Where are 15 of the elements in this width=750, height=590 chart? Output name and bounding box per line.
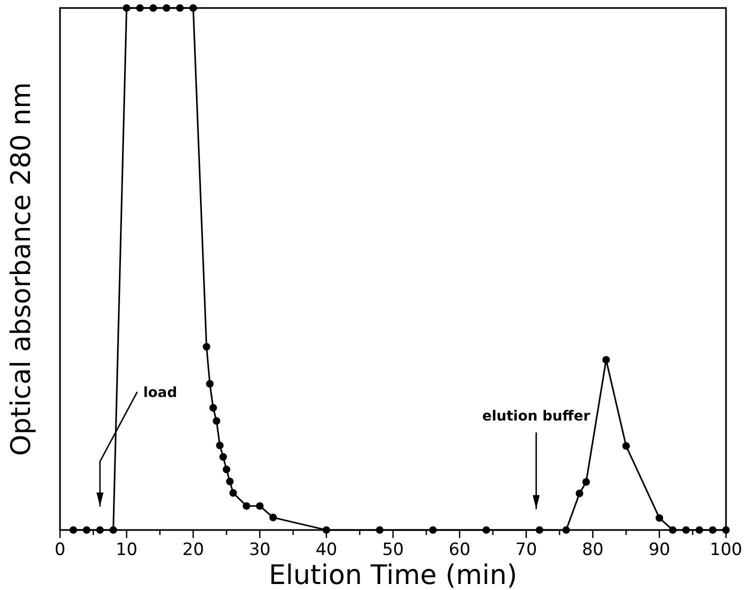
x-axis-title: Elution Time (min) xyxy=(268,560,518,590)
x-tick-label: 60 xyxy=(448,540,470,560)
annotation: load xyxy=(143,384,178,401)
x-tick-label: 70 xyxy=(515,540,538,560)
x-tick-label: 40 xyxy=(316,540,338,560)
x-tick-label: 30 xyxy=(248,540,271,560)
x-tick-label: 20 xyxy=(182,540,204,560)
x-tick-label: 0 xyxy=(54,540,66,560)
annotation: elution buffer xyxy=(482,408,590,424)
y-axis-title: Optical absorbance 280 nm xyxy=(6,82,37,456)
x-tick-label: 90 xyxy=(648,540,670,560)
x-tick-label: 100 xyxy=(710,540,742,560)
x-tick-label: 10 xyxy=(116,540,138,560)
x-tick-label: 50 xyxy=(382,540,404,560)
x-tick-label: 80 xyxy=(582,540,604,560)
